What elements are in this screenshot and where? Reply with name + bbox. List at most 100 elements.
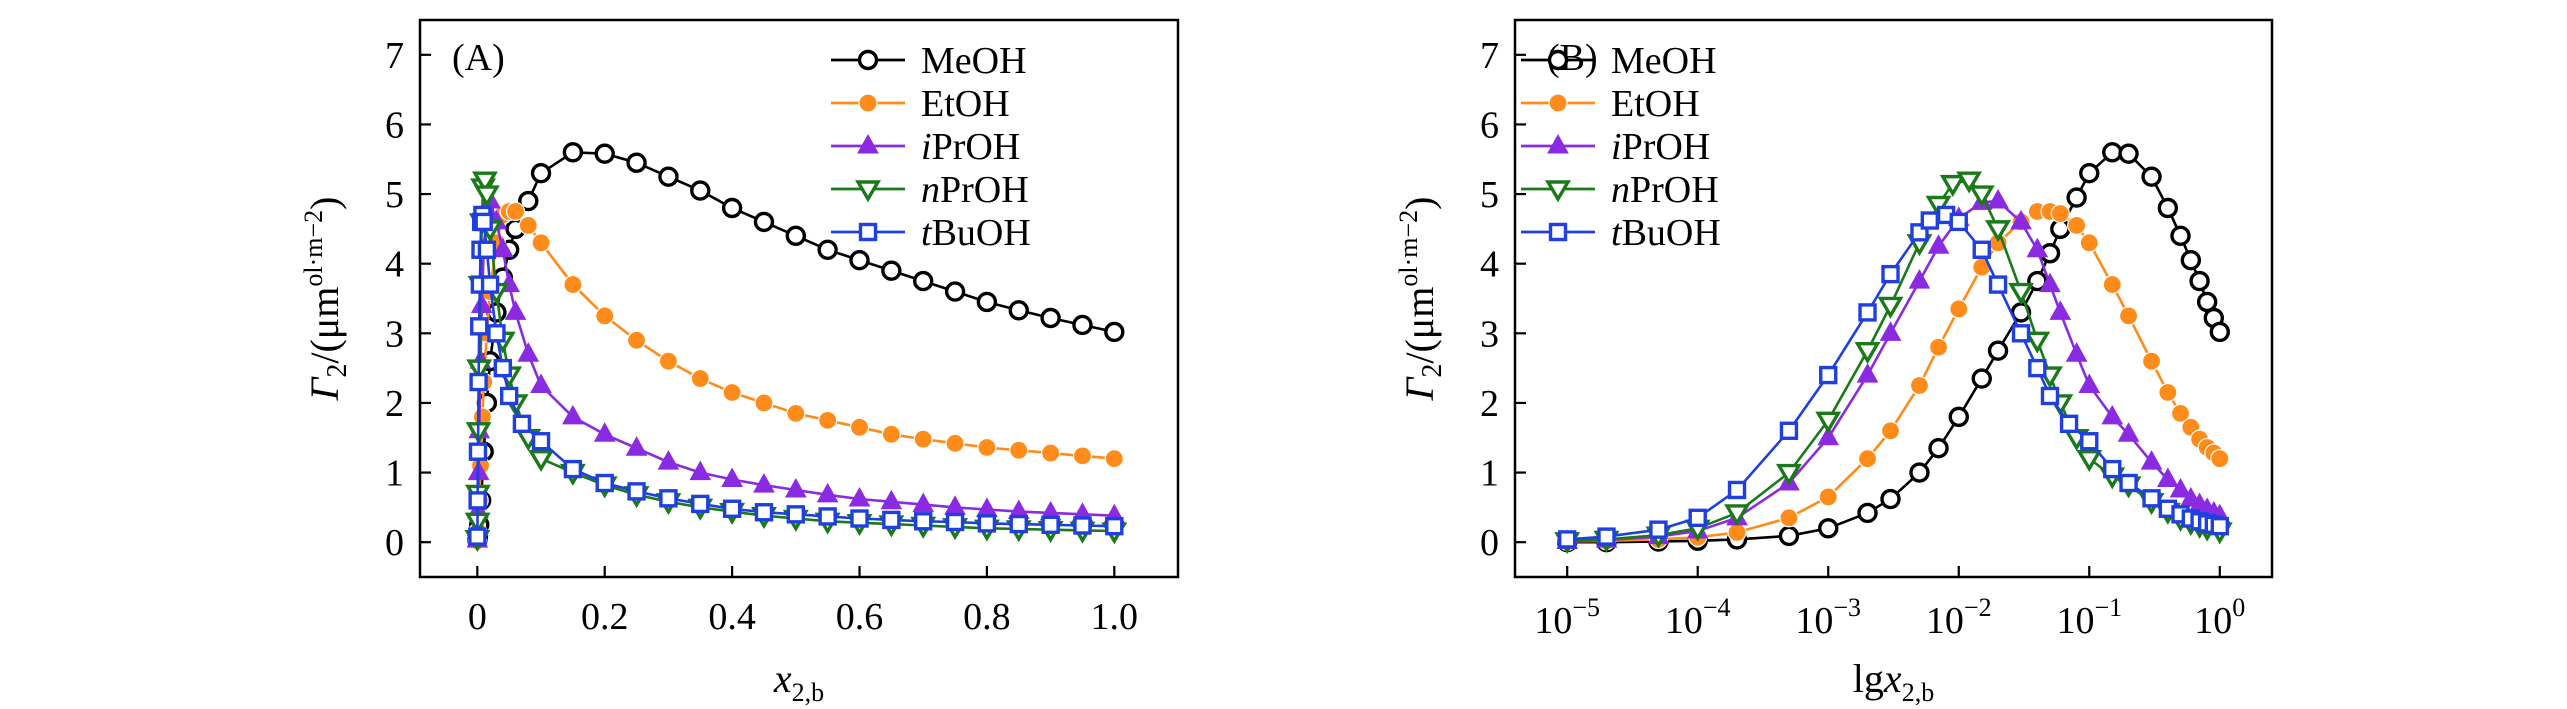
data-point-etoh xyxy=(754,393,774,413)
data-point-meoh xyxy=(562,142,584,163)
x-tick-label: 10−2 xyxy=(1926,593,1992,642)
data-point-tbuoh xyxy=(595,473,614,493)
data-point-meoh xyxy=(1987,340,2009,361)
data-point-nproh xyxy=(528,449,554,472)
y-tick-label: 2 xyxy=(1480,383,1499,425)
data-point-tbuoh xyxy=(512,414,532,434)
data-point-iproh xyxy=(1879,321,1902,341)
data-point-iproh xyxy=(657,450,680,470)
data-point-tbuoh xyxy=(2011,324,2031,343)
data-point-tbuoh xyxy=(1597,527,1616,546)
data-point-tbuoh xyxy=(786,505,806,524)
legend-label-meoh: MeOH xyxy=(1611,40,1717,82)
data-point-iproh xyxy=(1817,425,1840,446)
legend-entry-meoh: MeOH xyxy=(1521,40,1717,82)
x-tick-label: 0.2 xyxy=(581,596,629,638)
data-point-iproh xyxy=(2049,300,2072,320)
data-point-etoh xyxy=(2141,351,2162,371)
legend-entry-iproh: iPrOH xyxy=(831,126,1020,168)
data-point-etoh xyxy=(505,201,526,222)
data-point-tbuoh xyxy=(818,507,837,526)
y-tick-label: 1 xyxy=(385,453,404,495)
data-point-meoh xyxy=(1008,300,1029,321)
data-point-etoh xyxy=(1949,299,1969,319)
data-point-nproh xyxy=(1775,463,1802,486)
y-tick-label: 3 xyxy=(1480,313,1499,355)
data-point-meoh xyxy=(1818,518,1839,539)
data-point-meoh xyxy=(2157,197,2179,219)
data-point-tbuoh xyxy=(1819,365,1838,385)
data-point-etoh xyxy=(2067,215,2087,235)
data-point-etoh xyxy=(849,417,870,437)
legend-entry-etoh: EtOH xyxy=(1521,83,1700,125)
data-point-meoh xyxy=(1971,368,1992,389)
data-point-meoh xyxy=(913,270,934,292)
y-tick-label: 5 xyxy=(385,174,404,216)
data-point-iproh xyxy=(530,373,552,394)
data-point-etoh xyxy=(2079,233,2099,253)
x-tick-label: 0.8 xyxy=(963,596,1011,638)
data-point-tbuoh xyxy=(1988,275,2008,294)
data-point-tbuoh xyxy=(480,275,500,294)
legend-marker-meoh xyxy=(857,49,879,71)
data-point-nproh xyxy=(2076,449,2103,472)
data-point-iproh xyxy=(689,460,712,481)
data-point-etoh xyxy=(2102,274,2122,295)
data-point-tbuoh xyxy=(1779,421,1799,440)
panel-b-chart: 0 1 2 3 4 5 6 7 10−5 10−4 10−3 10−2 10−1 100 lgx2,b Γ2/… xyxy=(1394,18,2274,707)
data-point-meoh xyxy=(1928,437,1949,459)
data-point-tbuoh xyxy=(477,240,497,259)
data-point-iproh xyxy=(562,404,584,425)
data-point-iproh xyxy=(2065,342,2088,362)
data-point-meoh xyxy=(1909,462,1930,483)
data-point-tbuoh xyxy=(468,442,488,461)
data-point-etoh xyxy=(1909,375,1930,396)
data-point-iproh xyxy=(848,486,871,507)
data-point-tbuoh xyxy=(977,514,997,533)
data-point-nproh xyxy=(2008,282,2035,305)
data-point-meoh xyxy=(721,197,743,219)
x-tick-label: 10−4 xyxy=(1665,593,1731,642)
x-tick-label: 10−1 xyxy=(2056,593,2122,642)
x-tick-label: 10−5 xyxy=(1534,593,1600,642)
legend-marker-nproh xyxy=(1545,180,1571,203)
data-point-etoh xyxy=(1857,449,1878,469)
legend-entry-tbuoh: tBuOH xyxy=(831,212,1031,254)
data-point-iproh xyxy=(784,477,807,498)
data-point-etoh xyxy=(1928,337,1949,357)
data-point-tbuoh xyxy=(2103,459,2122,479)
y-axis-label: Γ2/(μmol·m−2) xyxy=(1394,197,1448,402)
data-point-tbuoh xyxy=(722,499,742,518)
data-point-nproh xyxy=(1939,174,1966,197)
data-point-meoh xyxy=(1072,314,1093,336)
data-point-etoh xyxy=(1818,487,1838,507)
data-point-meoh xyxy=(785,225,807,247)
data-point-tbuoh xyxy=(882,510,901,530)
data-point-tbuoh xyxy=(469,372,488,392)
legend-label-nproh: nPrOH xyxy=(1611,169,1719,211)
data-point-nproh xyxy=(1985,220,2012,243)
data-point-etoh xyxy=(786,403,806,423)
data-point-meoh xyxy=(2170,225,2191,247)
data-point-meoh xyxy=(2141,166,2162,187)
y-tick-label: 7 xyxy=(1480,35,1499,77)
plot-frame xyxy=(418,18,1180,579)
data-point-etoh xyxy=(818,410,838,430)
data-point-nproh xyxy=(1854,342,1881,365)
legend-entry-iproh: iPrOH xyxy=(1521,126,1710,168)
data-point-nproh xyxy=(1956,171,1983,194)
data-point-etoh xyxy=(1041,443,1061,463)
data-point-tbuoh xyxy=(2119,473,2138,493)
data-point-iproh xyxy=(2157,467,2179,488)
data-point-meoh xyxy=(1778,525,1800,547)
data-point-tbuoh xyxy=(2028,358,2047,378)
data-point-etoh xyxy=(913,429,933,449)
data-point-iproh xyxy=(753,473,775,493)
legend-marker-tbuoh xyxy=(1548,222,1568,242)
data-point-tbuoh xyxy=(1558,530,1577,549)
data-point-tbuoh xyxy=(627,482,646,501)
data-point-tbuoh xyxy=(1881,264,1900,284)
data-point-tbuoh xyxy=(563,459,583,479)
data-point-nproh xyxy=(2024,331,2051,354)
